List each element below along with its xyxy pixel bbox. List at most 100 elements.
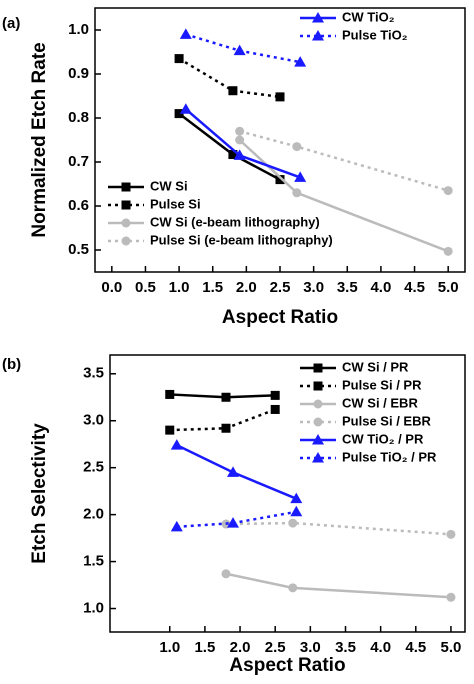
x-tick-label: 3.0	[303, 279, 324, 296]
marker	[235, 126, 245, 136]
y-axis-label: Normalized Etch Rate	[29, 42, 50, 237]
x-tick-label: 0.5	[135, 279, 156, 296]
marker	[294, 56, 307, 67]
marker	[443, 186, 453, 196]
marker	[270, 390, 280, 400]
x-tick-label: 2.0	[236, 279, 257, 296]
panel: 1.0 1.5 2.0 2.5 3.0 3.5 4.0 4.5 5.0 1.0 1.5 2.0 2.5 3…	[2, 354, 466, 676]
marker	[170, 439, 183, 450]
marker	[443, 246, 453, 256]
marker	[174, 109, 184, 119]
marker	[165, 425, 175, 435]
y-tick-label: 0.5	[68, 241, 89, 258]
series-line	[225, 572, 452, 599]
marker	[170, 520, 183, 532]
marker	[312, 30, 324, 41]
y-axis-label: Etch Selectivity	[29, 423, 50, 564]
marker	[221, 423, 231, 433]
marker	[446, 592, 456, 602]
y-tick-label: 2.5	[83, 459, 104, 476]
legend-entry: CW Si / PR	[300, 359, 409, 374]
legend-label: CW Si / EBR	[342, 395, 418, 410]
legend-entry: CW Si / EBR	[300, 395, 418, 410]
marker	[313, 381, 323, 391]
marker	[121, 218, 131, 228]
x-tick-label: 5.0	[438, 279, 459, 296]
marker	[221, 392, 231, 402]
y-tick-label: 1.5	[83, 553, 104, 570]
marker	[174, 54, 184, 64]
marker	[446, 529, 456, 539]
marker	[233, 44, 246, 56]
marker	[233, 149, 246, 160]
x-axis-label: Aspect Ratio	[222, 307, 338, 328]
y-tick-label: 0.6	[68, 197, 89, 214]
marker	[312, 452, 324, 463]
marker	[288, 583, 298, 593]
marker	[179, 103, 192, 114]
x-tick-label: 0.0	[101, 279, 122, 296]
marker	[179, 28, 192, 39]
plot-frame	[109, 354, 466, 633]
x-tick-label: 2.0	[230, 639, 251, 656]
legend-label: Pulse Si / PR	[342, 377, 422, 392]
legend-entry: Pulse Si	[108, 196, 201, 211]
marker	[290, 505, 303, 517]
x-tick-label: 2.5	[270, 279, 291, 296]
marker	[313, 399, 323, 409]
x-tick-label: 4.5	[405, 639, 426, 656]
legend-entry: CW Si	[108, 178, 188, 193]
y-tick-label: 2.0	[83, 506, 104, 523]
x-tick-label: 1.5	[194, 639, 215, 656]
y-tick-label: 0.7	[68, 153, 89, 170]
legend-entry: Pulse Si (e-beam lithography)	[108, 232, 333, 247]
marker	[294, 171, 307, 182]
legend-entry: Pulse Si / PR	[300, 377, 422, 392]
panel: 0.0 0.5 1.0 1.5 2.0 2.5 3.0 3.5 4.0 4.5 5.0 0.5 0.6 0…	[2, 7, 466, 328]
series-line	[239, 129, 449, 192]
legend-entry: CW TiO₂	[300, 9, 395, 24]
legend-entry: Pulse TiO₂ / PR	[300, 449, 437, 464]
legend-label: Pulse TiO₂ / PR	[342, 449, 437, 464]
legend-label: CW Si / PR	[342, 359, 409, 374]
legend-label: CW TiO₂ / PR	[342, 431, 424, 446]
marker	[290, 492, 303, 504]
x-tick-label: 1.0	[169, 279, 190, 296]
x-tick-label: 3.5	[335, 639, 356, 656]
marker	[221, 569, 231, 579]
legend-label: CW Si	[150, 178, 188, 193]
y-tick-label: 0.8	[68, 109, 89, 126]
marker	[121, 200, 131, 210]
x-tick-label: 2.5	[265, 639, 286, 656]
x-tick-label: 3.0	[300, 639, 321, 656]
x-tick-label: 5.0	[441, 639, 462, 656]
y-tick-label: 3.0	[83, 412, 104, 429]
legend-label: CW Si (e-beam lithography)	[150, 214, 320, 229]
series-line	[176, 444, 297, 500]
marker	[313, 417, 323, 427]
legend-label: Pulse Si (e-beam lithography)	[150, 232, 333, 247]
legend-entry: CW Si (e-beam lithography)	[108, 214, 320, 229]
legend-entry: Pulse Si / EBR	[300, 413, 431, 428]
legend-label: Pulse TiO₂	[342, 27, 408, 42]
y-tick-label: 1.0	[68, 21, 89, 38]
legend-label: Pulse Si	[150, 196, 201, 211]
marker	[228, 150, 238, 160]
series-line	[185, 33, 301, 64]
marker	[235, 135, 245, 145]
panel-label: (b)	[2, 356, 21, 373]
marker	[275, 92, 285, 102]
x-tick-label: 4.0	[370, 279, 391, 296]
legend-entry: CW TiO₂ / PR	[300, 431, 424, 446]
legend-entry: Pulse TiO₂	[300, 27, 408, 42]
marker	[312, 434, 324, 445]
x-tick-label: 1.5	[202, 279, 223, 296]
x-tick-label: 4.0	[370, 639, 391, 656]
y-tick-label: 3.5	[83, 365, 104, 382]
y-tick-label: 1.0	[83, 599, 104, 616]
x-tick-label: 1.0	[159, 639, 180, 656]
marker	[121, 182, 131, 192]
marker	[270, 404, 280, 414]
legend-label: CW TiO₂	[342, 9, 395, 24]
